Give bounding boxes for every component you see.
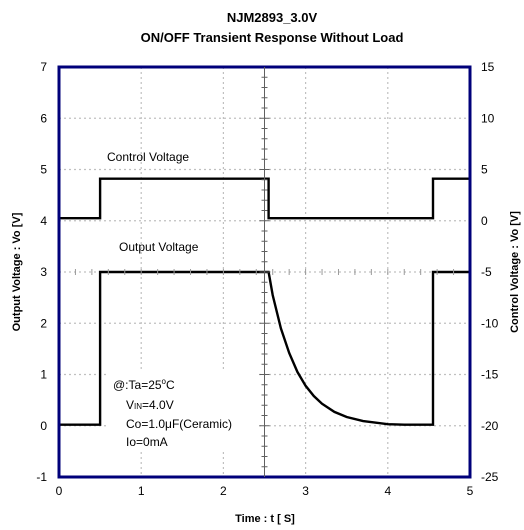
y-right-tick-label: 5 <box>481 163 488 177</box>
output-voltage-label: Output Voltage <box>119 240 199 254</box>
x-tick-label: 4 <box>384 484 391 498</box>
conditions-box: @:Ta=25oC VIN=4.0V Co=1.0μF(Ceramic) Io=… <box>106 372 258 452</box>
y-right-tick-label: -25 <box>481 470 499 484</box>
x-tick-label: 2 <box>220 484 227 498</box>
y-right-tick-label: -20 <box>481 419 499 433</box>
y-right-tick-label: 0 <box>481 214 488 228</box>
control-voltage-line <box>59 177 470 220</box>
y-right-tick-label: 10 <box>481 111 495 125</box>
y-left-tick-label: -1 <box>36 470 47 484</box>
y-left-axis-title: Output Voltage : Vo [V] <box>11 212 23 331</box>
y-right-axis-title: Control Voltage : Vo [V] <box>509 211 521 333</box>
y-left-tick-label: 7 <box>40 60 47 74</box>
x-tick-label: 1 <box>138 484 145 498</box>
condition-vin: VIN=4.0V <box>126 398 174 412</box>
y-left-tick-label: 3 <box>40 265 47 279</box>
chart-title: NJM2893_3.0V <box>227 10 318 25</box>
condition-co: Co=1.0μF(Ceramic) <box>126 417 232 431</box>
y-right-tick-label: -5 <box>481 265 492 279</box>
x-tick-label: 0 <box>56 484 63 498</box>
chart-subtitle: ON/OFF Transient Response Without Load <box>141 30 404 45</box>
y-left-tick-label: 1 <box>40 368 47 382</box>
x-axis-title: Time : t [ S] <box>235 513 295 525</box>
x-tick-label: 3 <box>302 484 309 498</box>
y-left-tick-label: 2 <box>40 316 47 330</box>
y-left-tick-label: 6 <box>40 111 47 125</box>
y-left-tick-label: 4 <box>40 214 47 228</box>
y-right-tick-label: -15 <box>481 368 499 382</box>
y-left-tick-label: 5 <box>40 163 47 177</box>
condition-ta: @:Ta=25oC <box>113 377 175 392</box>
y-left-tick-label: 0 <box>40 419 47 433</box>
center-axis <box>74 67 455 477</box>
control-voltage-label: Control Voltage <box>107 150 189 164</box>
conditions-background <box>106 372 258 452</box>
y-right-tick-label: -10 <box>481 316 499 330</box>
y-right-tick-label: 15 <box>481 60 495 74</box>
condition-io: Io=0mA <box>126 435 168 449</box>
x-tick-label: 5 <box>467 484 474 498</box>
